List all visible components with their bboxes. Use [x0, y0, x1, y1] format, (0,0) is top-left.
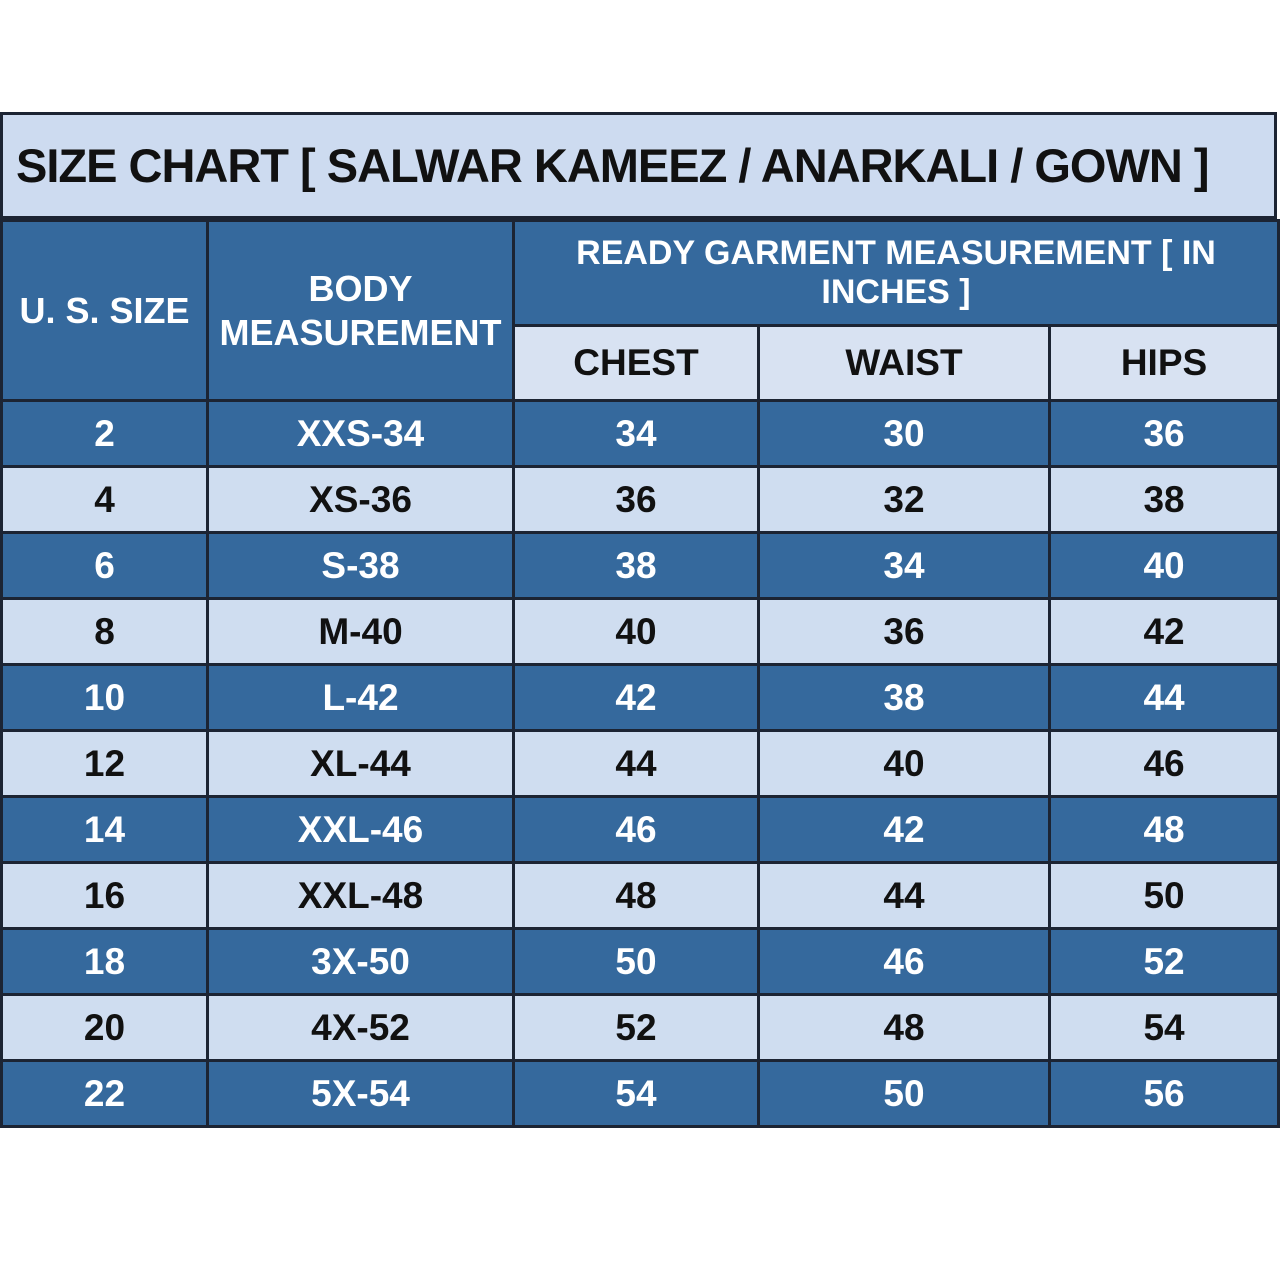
- cell-us-size: 10: [0, 663, 209, 732]
- table-row: 4 XS-36 36 32 38: [0, 465, 1280, 534]
- cell-waist: 40: [757, 729, 1051, 798]
- cell-us-size: 6: [0, 531, 209, 600]
- column-header-chest: CHEST: [512, 324, 760, 402]
- cell-waist: 44: [757, 861, 1051, 930]
- cell-body-measurement: 3X-50: [206, 927, 515, 996]
- cell-us-size: 8: [0, 597, 209, 666]
- column-header-hips: HIPS: [1047, 324, 1280, 402]
- cell-hips: 54: [1047, 993, 1280, 1062]
- cell-chest: 36: [512, 465, 760, 534]
- page-title: SIZE CHART [ SALWAR KAMEEZ / ANARKALI / …: [16, 139, 1209, 192]
- cell-waist: 46: [757, 927, 1051, 996]
- column-header-body-measurement: BODY MEASUREMENT: [206, 219, 515, 402]
- cell-chest: 40: [512, 597, 760, 666]
- cell-us-size: 12: [0, 729, 209, 798]
- table-row: 2 XXS-34 34 30 36: [0, 399, 1280, 468]
- cell-hips: 50: [1047, 861, 1280, 930]
- table-body: 2 XXS-34 34 30 36 4 XS-36 36 32 38 6 S-3…: [0, 399, 1280, 1128]
- table-row: 10 L-42 42 38 44: [0, 663, 1280, 732]
- cell-chest: 54: [512, 1059, 760, 1128]
- cell-waist: 42: [757, 795, 1051, 864]
- column-header-waist: WAIST: [757, 324, 1051, 402]
- cell-waist: 32: [757, 465, 1051, 534]
- cell-hips: 42: [1047, 597, 1280, 666]
- cell-chest: 38: [512, 531, 760, 600]
- title-bar: SIZE CHART [ SALWAR KAMEEZ / ANARKALI / …: [0, 112, 1277, 219]
- cell-us-size: 14: [0, 795, 209, 864]
- cell-body-measurement: XS-36: [206, 465, 515, 534]
- table-row: 20 4X-52 52 48 54: [0, 993, 1280, 1062]
- body-measurement-line2: MEASUREMENT: [219, 311, 502, 353]
- cell-hips: 40: [1047, 531, 1280, 600]
- cell-body-measurement: M-40: [206, 597, 515, 666]
- cell-us-size: 4: [0, 465, 209, 534]
- cell-us-size: 22: [0, 1059, 209, 1128]
- cell-chest: 42: [512, 663, 760, 732]
- header-row-2: CHEST WAIST HIPS: [2, 324, 1280, 402]
- table-row: 14 XXL-46 46 42 48: [0, 795, 1280, 864]
- cell-chest: 52: [512, 993, 760, 1062]
- cell-us-size: 2: [0, 399, 209, 468]
- cell-hips: 36: [1047, 399, 1280, 468]
- cell-hips: 52: [1047, 927, 1280, 996]
- cell-body-measurement: L-42: [206, 663, 515, 732]
- cell-body-measurement: 5X-54: [206, 1059, 515, 1128]
- cell-waist: 36: [757, 597, 1051, 666]
- cell-waist: 34: [757, 531, 1051, 600]
- size-chart-table: U. S. SIZE BODY MEASUREMENT READY GARMEN…: [0, 219, 1280, 1128]
- cell-body-measurement: XXL-46: [206, 795, 515, 864]
- cell-body-measurement: S-38: [206, 531, 515, 600]
- cell-waist: 38: [757, 663, 1051, 732]
- table-row: 16 XXL-48 48 44 50: [0, 861, 1280, 930]
- cell-hips: 38: [1047, 465, 1280, 534]
- cell-chest: 44: [512, 729, 760, 798]
- cell-body-measurement: XL-44: [206, 729, 515, 798]
- cell-hips: 46: [1047, 729, 1280, 798]
- column-group-header-ready-garment: READY GARMENT MEASUREMENT [ IN INCHES ]: [511, 219, 1280, 327]
- cell-chest: 34: [512, 399, 760, 468]
- header-row-1: U. S. SIZE BODY MEASUREMENT READY GARMEN…: [0, 219, 1280, 402]
- cell-us-size: 20: [0, 993, 209, 1062]
- cell-hips: 48: [1047, 795, 1280, 864]
- table-row: 22 5X-54 54 50 56: [0, 1059, 1280, 1128]
- cell-waist: 48: [757, 993, 1051, 1062]
- table-row: 6 S-38 38 34 40: [0, 531, 1280, 600]
- cell-body-measurement: 4X-52: [206, 993, 515, 1062]
- cell-chest: 48: [512, 861, 760, 930]
- cell-waist: 30: [757, 399, 1051, 468]
- cell-hips: 56: [1047, 1059, 1280, 1128]
- cell-us-size: 16: [0, 861, 209, 930]
- cell-waist: 50: [757, 1059, 1051, 1128]
- cell-us-size: 18: [0, 927, 209, 996]
- table-row: 8 M-40 40 36 42: [0, 597, 1280, 666]
- cell-chest: 46: [512, 795, 760, 864]
- table-row: 18 3X-50 50 46 52: [0, 927, 1280, 996]
- cell-chest: 50: [512, 927, 760, 996]
- cell-body-measurement: XXS-34: [206, 399, 515, 468]
- cell-body-measurement: XXL-48: [206, 861, 515, 930]
- column-header-us-size: U. S. SIZE: [0, 219, 209, 402]
- body-measurement-line1: BODY: [308, 267, 413, 309]
- table-row: 12 XL-44 44 40 46: [0, 729, 1280, 798]
- cell-hips: 44: [1047, 663, 1280, 732]
